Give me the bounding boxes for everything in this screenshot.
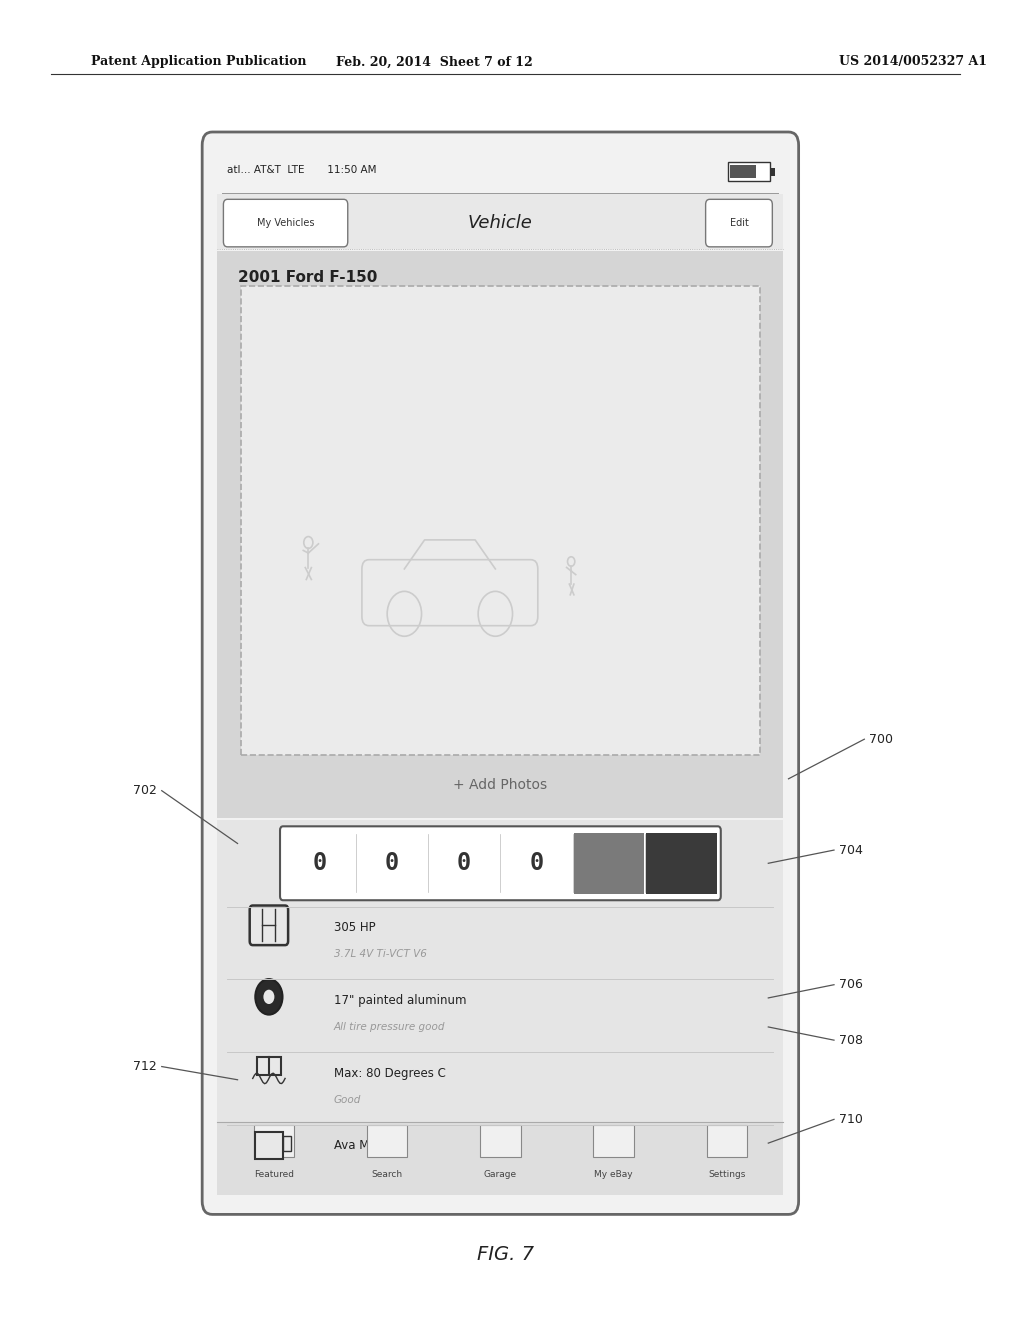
FancyBboxPatch shape [250, 906, 288, 945]
Bar [217, 194, 783, 249]
Bar [771, 168, 775, 176]
Text: 305 HP: 305 HP [334, 921, 375, 935]
Bar [217, 1122, 783, 1195]
Text: 0: 0 [457, 851, 471, 875]
Text: Vehicle: Vehicle [468, 214, 532, 232]
Bar [646, 833, 717, 894]
Bar [728, 162, 770, 181]
Text: Patent Application Publication: Patent Application Publication [91, 55, 306, 69]
Bar [217, 251, 783, 818]
Text: Feb. 20, 2014  Sheet 7 of 12: Feb. 20, 2014 Sheet 7 of 12 [336, 55, 534, 69]
Text: 0: 0 [385, 851, 399, 875]
Text: 710: 710 [839, 1113, 863, 1126]
FancyBboxPatch shape [361, 560, 538, 626]
Text: 2001 Ford F-150: 2001 Ford F-150 [238, 269, 377, 285]
Text: atl... AT&T  LTE       11:50 AM: atl... AT&T LTE 11:50 AM [227, 165, 377, 176]
Bar [367, 1125, 408, 1156]
Text: 5: 5 [675, 851, 689, 875]
Text: US 2014/0052327 A1: US 2014/0052327 A1 [839, 55, 987, 69]
Bar [255, 1131, 283, 1159]
Bar [593, 1125, 634, 1156]
Bar [707, 1125, 748, 1156]
Text: 700: 700 [869, 733, 893, 746]
Text: 0: 0 [529, 851, 544, 875]
Text: 706: 706 [839, 978, 863, 991]
Text: 3.7L 4V Ti-VCT V6: 3.7L 4V Ti-VCT V6 [334, 949, 426, 960]
Text: 17" painted aluminum: 17" painted aluminum [334, 994, 466, 1007]
Text: Garage: Garage [483, 1170, 517, 1179]
Circle shape [263, 990, 274, 1005]
Bar [241, 286, 760, 755]
Text: All tire pressure good: All tire pressure good [334, 1022, 445, 1032]
Bar [254, 1125, 294, 1156]
Text: Good: Good [334, 1094, 361, 1105]
Text: FIG. 7: FIG. 7 [477, 1245, 534, 1263]
Text: Featured: Featured [254, 1170, 294, 1179]
Text: 712: 712 [133, 1060, 157, 1073]
Bar [730, 165, 756, 178]
Text: Ava MPG: 28: Ava MPG: 28 [334, 1139, 408, 1152]
Bar [217, 820, 783, 1183]
Text: My Vehicles: My Vehicles [257, 218, 314, 228]
Text: 704: 704 [839, 843, 863, 857]
Bar [573, 833, 644, 894]
Text: 708: 708 [839, 1034, 863, 1047]
Circle shape [255, 979, 283, 1015]
Text: Max: 80 Degrees C: Max: 80 Degrees C [334, 1067, 445, 1080]
Text: 702: 702 [133, 784, 157, 797]
Text: Edit: Edit [729, 218, 749, 228]
Bar [480, 1125, 520, 1156]
FancyBboxPatch shape [223, 199, 348, 247]
Bar [283, 1135, 291, 1151]
Text: + Add Photos: + Add Photos [454, 779, 548, 792]
FancyBboxPatch shape [280, 826, 721, 900]
Bar [257, 1057, 281, 1074]
Text: Search: Search [372, 1170, 402, 1179]
FancyBboxPatch shape [202, 132, 799, 1214]
FancyBboxPatch shape [706, 199, 772, 247]
Text: 2: 2 [602, 851, 616, 875]
Text: Settings: Settings [709, 1170, 745, 1179]
Text: My eBay: My eBay [594, 1170, 633, 1179]
Text: 0: 0 [312, 851, 327, 875]
